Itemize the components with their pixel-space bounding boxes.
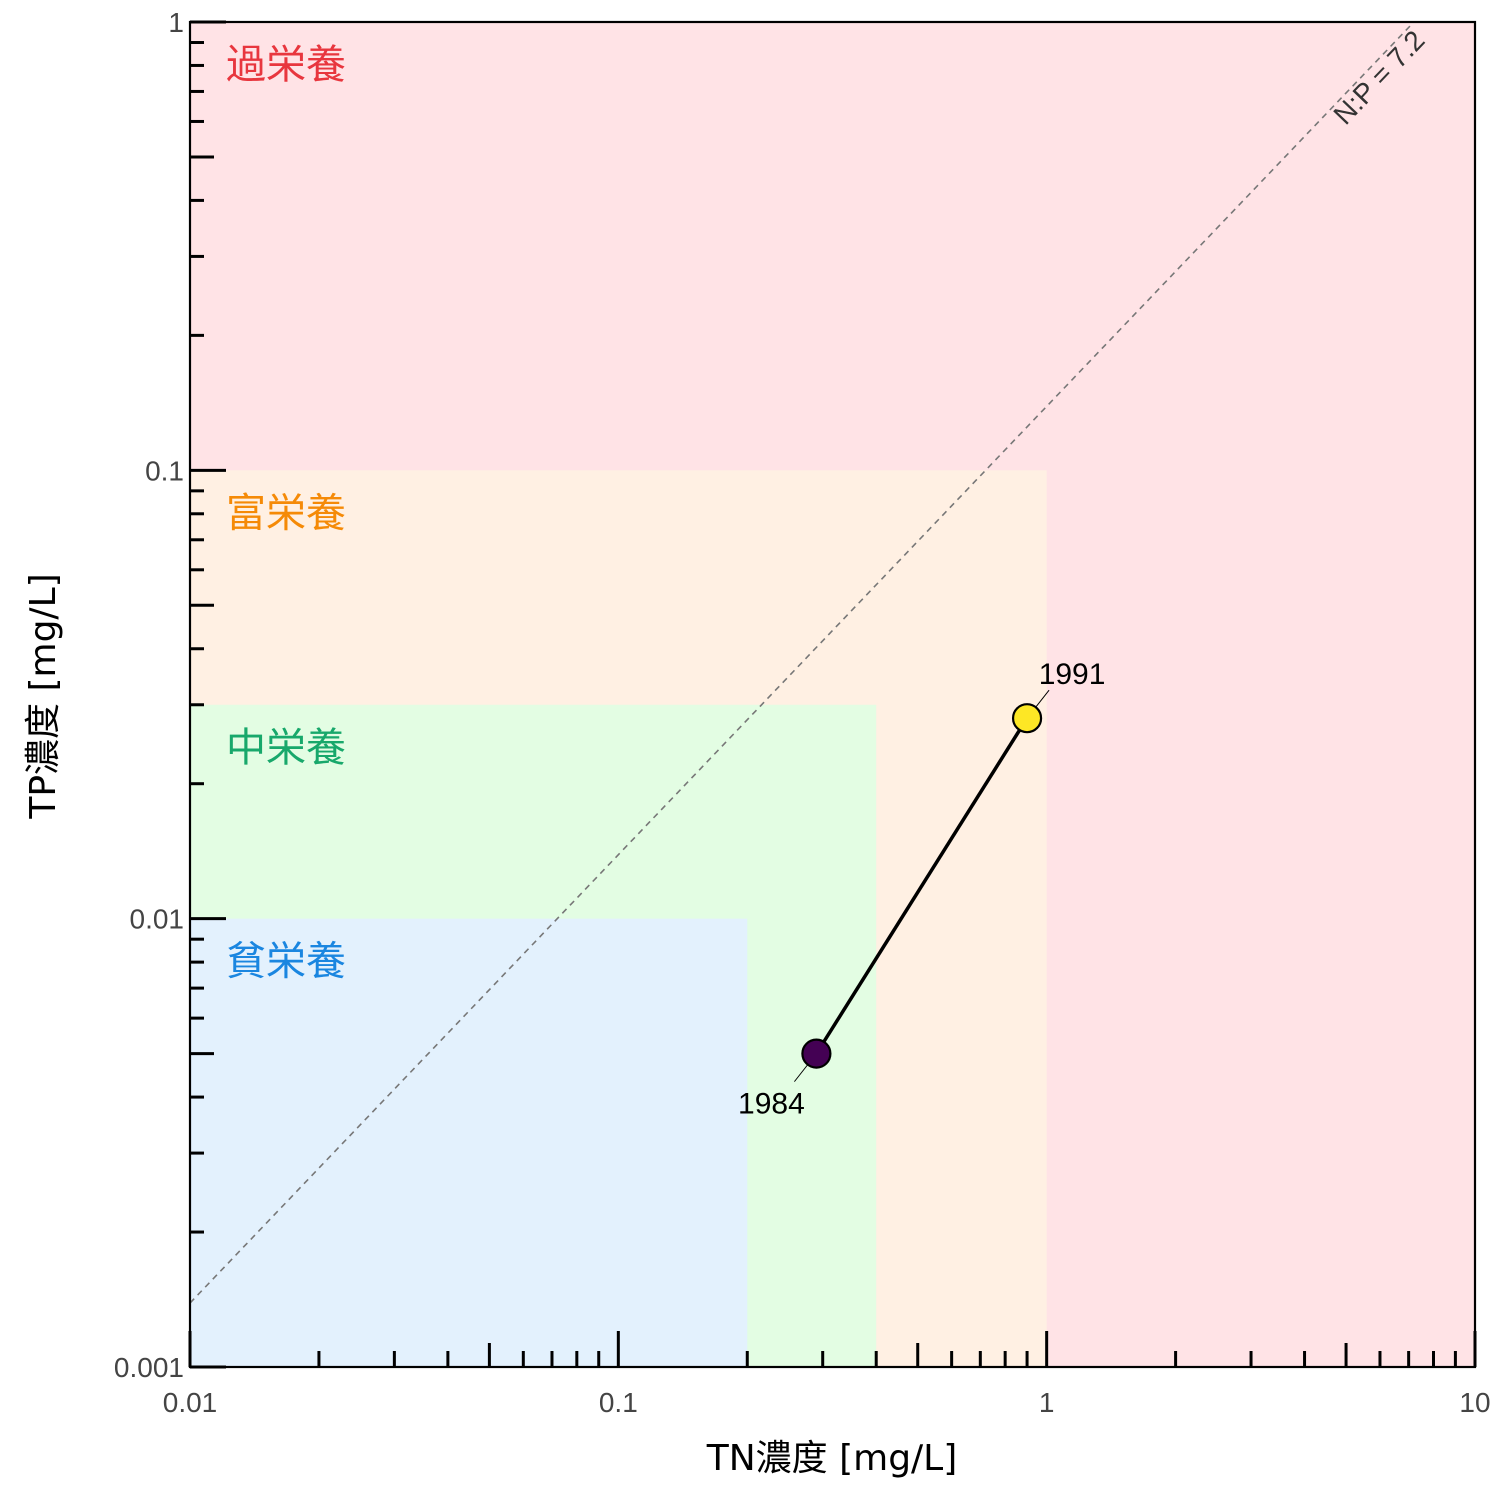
x-tick-label: 0.01 — [163, 1387, 218, 1418]
series-line — [814, 717, 1029, 1055]
x-tick-label: 10 — [1459, 1387, 1490, 1418]
zone-label-0: 過栄養 — [226, 42, 346, 88]
y-axis: 0.001 0.01 0.1 1 — [114, 7, 226, 1383]
y-tick-label: 0.1 — [145, 455, 184, 486]
zone-label-3: 貧栄養 — [226, 939, 346, 985]
plot-border — [188, 20, 1477, 1369]
plot-frame — [188, 20, 1477, 1369]
y-tick-label: 1 — [168, 7, 184, 38]
y-tick-label: 0.01 — [130, 904, 185, 935]
np-ratio-line — [189, 21, 1415, 1304]
zone-area-3 — [190, 918, 748, 1367]
y-axis-title: TP濃度 [mg/L] — [23, 573, 64, 819]
data-point-1991 — [1011, 703, 1043, 734]
data-point-1984 — [801, 1038, 832, 1069]
x-axis-title: TN濃度 [mg/L] — [706, 1438, 958, 1479]
zone-label-1: 富栄養 — [226, 490, 346, 536]
data-series: 1984 1991 — [738, 658, 1105, 1120]
zone-label-2: 中栄養 — [226, 725, 346, 771]
trophic-zones — [190, 22, 1475, 1367]
y-tick-label: 0.001 — [114, 1352, 184, 1383]
x-tick-label: 0.1 — [599, 1387, 638, 1418]
x-tick-label: 1 — [1039, 1387, 1055, 1418]
point-label-1991: 1991 — [1039, 658, 1106, 691]
point-label-1984: 1984 — [738, 1088, 805, 1121]
x-axis: 0.01 0.1 1 10 — [163, 1331, 1491, 1418]
